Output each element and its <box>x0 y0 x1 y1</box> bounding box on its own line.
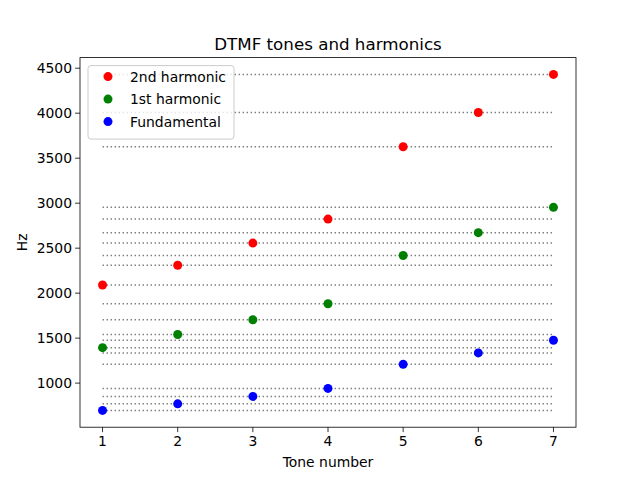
x-tick <box>102 427 103 432</box>
reference-line <box>103 410 554 412</box>
point <box>549 203 558 212</box>
y-tick-label: 3500 <box>37 150 72 166</box>
point <box>324 215 333 224</box>
y-tick-label: 4500 <box>37 60 72 76</box>
y-tick <box>75 383 80 384</box>
reference-line <box>103 265 554 267</box>
point <box>399 142 408 151</box>
y-tick <box>75 338 80 339</box>
x-tick <box>403 427 404 432</box>
point <box>549 70 558 79</box>
x-tick-label: 3 <box>248 433 257 449</box>
y-tick <box>75 68 80 69</box>
point <box>399 251 408 260</box>
point <box>248 315 257 324</box>
y-tick <box>75 293 80 294</box>
legend-marker <box>104 72 113 81</box>
x-tick <box>478 427 479 432</box>
y-tick <box>75 248 80 249</box>
x-tick <box>177 427 178 432</box>
y-tick <box>75 203 80 204</box>
reference-line <box>103 334 554 336</box>
reference-line <box>103 146 554 148</box>
point <box>248 239 257 248</box>
points <box>98 70 558 415</box>
background <box>0 0 640 480</box>
x-tick-label: 6 <box>474 433 483 449</box>
point <box>549 336 558 345</box>
point <box>474 108 483 117</box>
reference-line <box>103 319 554 321</box>
y-tick-label: 1000 <box>37 375 72 391</box>
legend-box <box>88 66 234 140</box>
legend-label: Fundamental <box>130 114 221 130</box>
y-tick-label: 2000 <box>37 285 72 301</box>
legend-label: 1st harmonic <box>130 91 221 107</box>
y-axis-label: Hz <box>14 234 30 252</box>
point <box>474 228 483 237</box>
y-tick-label: 4000 <box>37 105 72 121</box>
reference-line <box>103 396 554 398</box>
x-tick <box>328 427 329 432</box>
legend: 2nd harmonic 1st harmonic Fundamental <box>88 66 234 140</box>
y-tick <box>75 113 80 114</box>
x-tick-label: 7 <box>549 433 558 449</box>
legend-marker <box>104 117 113 126</box>
x-tick <box>553 427 554 432</box>
reference-line <box>103 242 554 244</box>
reference-line <box>103 339 554 341</box>
point <box>173 330 182 339</box>
point <box>399 360 408 369</box>
x-tick-label: 2 <box>173 433 182 449</box>
reference-line <box>103 284 554 286</box>
y-tick-label: 3000 <box>37 195 72 211</box>
plot-area <box>98 70 558 415</box>
point <box>474 348 483 357</box>
legend-label: 2nd harmonic <box>130 69 226 85</box>
title: DTMF tones and harmonics <box>214 34 442 54</box>
point <box>324 299 333 308</box>
y-tick-label: 1500 <box>37 330 72 346</box>
reference-line <box>103 347 554 349</box>
point <box>173 399 182 408</box>
x-tick-label: 5 <box>399 433 408 449</box>
y-tick-label: 2500 <box>37 240 72 256</box>
point <box>98 343 107 352</box>
point <box>98 406 107 415</box>
y-tick <box>75 158 80 159</box>
x-tick-label: 4 <box>324 433 333 449</box>
point <box>98 280 107 289</box>
point <box>173 261 182 270</box>
reference-line <box>103 403 554 405</box>
reference-line <box>103 364 554 366</box>
legend-marker <box>104 95 113 104</box>
x-tick-label: 1 <box>98 433 107 449</box>
reference-line <box>103 207 554 209</box>
point <box>324 384 333 393</box>
reference-line <box>103 352 554 354</box>
x-axis-label: Tone number <box>282 454 374 470</box>
point <box>248 392 257 401</box>
reference-line <box>103 232 554 234</box>
reference-lines <box>103 74 554 410</box>
chart: 1 2 3 4 5 6 7 1000 1500 2000 2500 3000 3500 4000 4500 D… <box>0 0 640 480</box>
frame <box>80 58 576 428</box>
x-tick <box>252 427 253 432</box>
reference-line <box>103 255 554 257</box>
